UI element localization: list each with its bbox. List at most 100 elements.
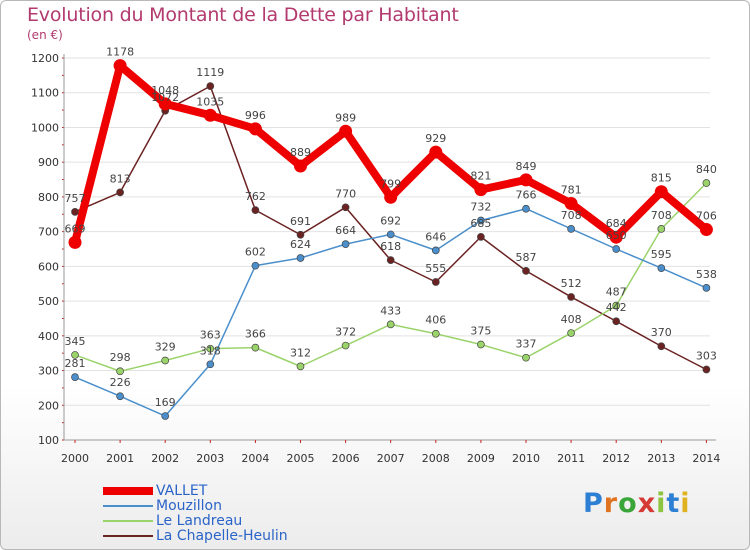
x-tick-label: 2009 [467,452,495,465]
data-point-1 [71,373,79,381]
y-tick-label: 900 [38,156,59,169]
data-label-2: 312 [290,346,311,359]
data-label-0: 1048 [151,84,179,97]
x-tick-label: 2011 [557,452,585,465]
data-label-3: 587 [516,251,537,264]
data-label-2: 487 [606,286,627,299]
x-tick-label: 2005 [287,452,315,465]
data-label-1: 624 [290,238,311,251]
data-label-1: 708 [561,209,582,222]
data-point-0 [654,185,668,199]
data-label-2: 840 [696,163,717,176]
data-label-2: 433 [380,304,401,317]
data-point-0 [294,159,307,173]
data-label-2: 329 [155,340,176,353]
data-label-3: 757 [65,192,86,205]
data-point-3 [431,278,440,286]
data-point-3 [296,230,305,239]
x-tick-label: 2010 [512,452,540,465]
data-point-2 [657,225,666,233]
x-tick-label: 2006 [332,452,360,465]
data-point-2 [386,320,395,329]
data-point-1 [341,240,350,248]
data-point-3 [71,207,79,216]
legend-swatch-la-chapelle-heulin [103,535,153,537]
data-label-0: 1178 [106,46,134,59]
data-label-3: 370 [651,326,672,339]
data-label-3: 1072 [151,91,179,104]
data-label-1: 692 [380,214,401,227]
data-point-2 [161,356,170,365]
data-label-1: 318 [200,344,221,357]
data-label-2: 363 [200,329,221,342]
x-tick-label: 2013 [647,452,675,465]
y-tick-label: 1000 [31,121,59,134]
data-label-0: 815 [651,172,672,185]
legend-swatch-mouzillon [103,505,153,507]
data-point-1 [702,284,711,292]
data-label-1: 169 [155,396,176,409]
x-tick-label: 2000 [61,452,89,465]
y-tick-label: 500 [38,295,59,308]
y-tick-label: 400 [38,330,59,343]
y-tick-label: 600 [38,260,59,273]
data-label-0: 706 [696,210,717,223]
data-label-3: 442 [606,301,627,314]
data-point-1 [251,261,260,270]
legend-swatch-le-landreau [103,520,153,522]
data-point-3 [341,203,350,212]
data-point-1 [296,254,305,262]
data-label-3: 762 [245,190,266,203]
data-point-2 [431,329,440,338]
data-point-2 [206,344,215,353]
data-label-1: 281 [65,357,86,370]
data-point-2 [296,362,305,371]
data-label-0: 889 [290,146,311,159]
data-label-3: 555 [425,262,446,275]
x-tick-label: 2008 [422,452,450,465]
data-label-2: 408 [561,313,582,326]
data-label-1: 602 [245,246,266,259]
data-label-2: 345 [65,335,86,348]
data-point-1 [567,225,575,233]
data-point-1 [116,392,124,401]
legend-swatch-vallet [103,487,153,495]
y-tick-label: 300 [38,365,59,378]
data-point-1 [522,204,530,213]
data-point-0 [203,108,217,122]
x-tick-label: 2004 [241,452,269,465]
data-point-0 [474,183,488,197]
data-point-1 [161,412,170,420]
data-point-0 [429,145,443,159]
data-point-0 [609,230,623,244]
data-point-0 [564,197,578,211]
data-point-2 [522,353,530,362]
data-label-2: 337 [516,338,537,351]
legend-label-la-chapelle-heulin: La Chapelle-Heulin [156,528,288,544]
data-point-2 [477,340,485,349]
data-label-1: 664 [335,224,356,237]
data-label-1: 595 [651,248,672,261]
data-point-1 [206,360,215,369]
legend-label-vallet: VALLET [156,483,208,499]
data-label-0: 669 [65,222,86,235]
data-label-3: 691 [290,215,311,228]
data-label-3: 770 [335,187,356,200]
data-label-1: 226 [110,376,131,389]
data-label-2: 708 [651,209,672,222]
data-point-1 [477,216,485,225]
data-label-0: 821 [470,170,491,183]
proxiti-logo: Proxiti [583,488,691,519]
data-point-1 [431,246,440,255]
data-point-2 [71,351,79,359]
data-label-3: 512 [561,277,582,290]
x-tick-label: 2007 [377,452,405,465]
data-label-3: 685 [470,217,491,230]
data-point-3 [386,256,395,264]
data-point-3 [567,293,575,301]
data-point-3 [522,267,530,275]
y-tick-label: 200 [38,399,59,412]
data-point-0 [113,59,127,73]
data-point-3 [477,232,485,241]
